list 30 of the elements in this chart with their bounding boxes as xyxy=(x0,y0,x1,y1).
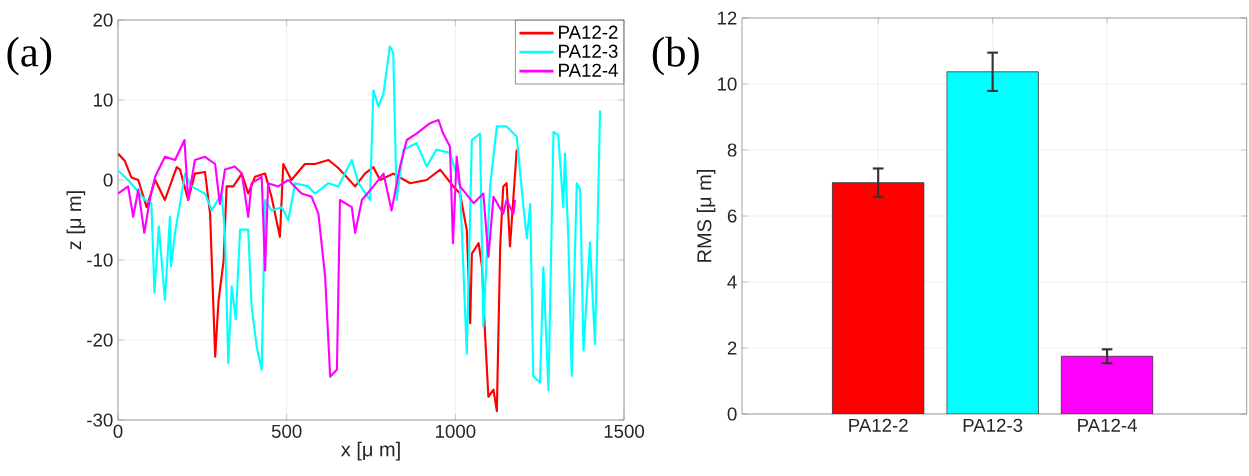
y-tick-label: 0 xyxy=(727,407,737,421)
text: (a) xyxy=(7,36,52,76)
text: (b) xyxy=(652,36,699,76)
y-tick-label: 2 xyxy=(727,341,737,355)
line-series xyxy=(118,118,517,378)
x-tick-label: PA12-3 xyxy=(963,418,1023,432)
x-axis-title: x [μ m] xyxy=(341,441,400,461)
y-tick-label: 6 xyxy=(727,209,737,223)
y-tick-label: 8 xyxy=(727,143,737,157)
y-tick-label: 10 xyxy=(93,93,113,107)
y-tick-label: 0 xyxy=(103,173,113,187)
legend-label: PA12-3 xyxy=(559,44,618,58)
y-tick-label: -30 xyxy=(87,413,113,427)
x-tick-label: 0 xyxy=(113,424,123,438)
legend-label: PA12-4 xyxy=(559,63,618,77)
y-tick-label: 4 xyxy=(727,275,737,289)
x-tick-label: PA12-4 xyxy=(1078,418,1137,432)
y-tick-label: 10 xyxy=(717,77,737,91)
y-axis-title: RMS [μ m] xyxy=(696,170,716,262)
y-tick-label: -20 xyxy=(87,333,113,347)
y-tick-label: 20 xyxy=(93,13,113,27)
x-tick-label: 1500 xyxy=(604,424,645,438)
x-tick-label: 500 xyxy=(271,424,302,438)
y-tick-label: -10 xyxy=(87,253,113,267)
legend-label: PA12-2 xyxy=(559,25,618,39)
y-tick-label: 12 xyxy=(717,11,737,25)
x-tick-label: PA12-2 xyxy=(849,418,908,432)
line-series xyxy=(118,148,518,413)
y-axis-title: z [μ m] xyxy=(66,191,86,250)
x-tick-label: 1000 xyxy=(436,424,476,438)
